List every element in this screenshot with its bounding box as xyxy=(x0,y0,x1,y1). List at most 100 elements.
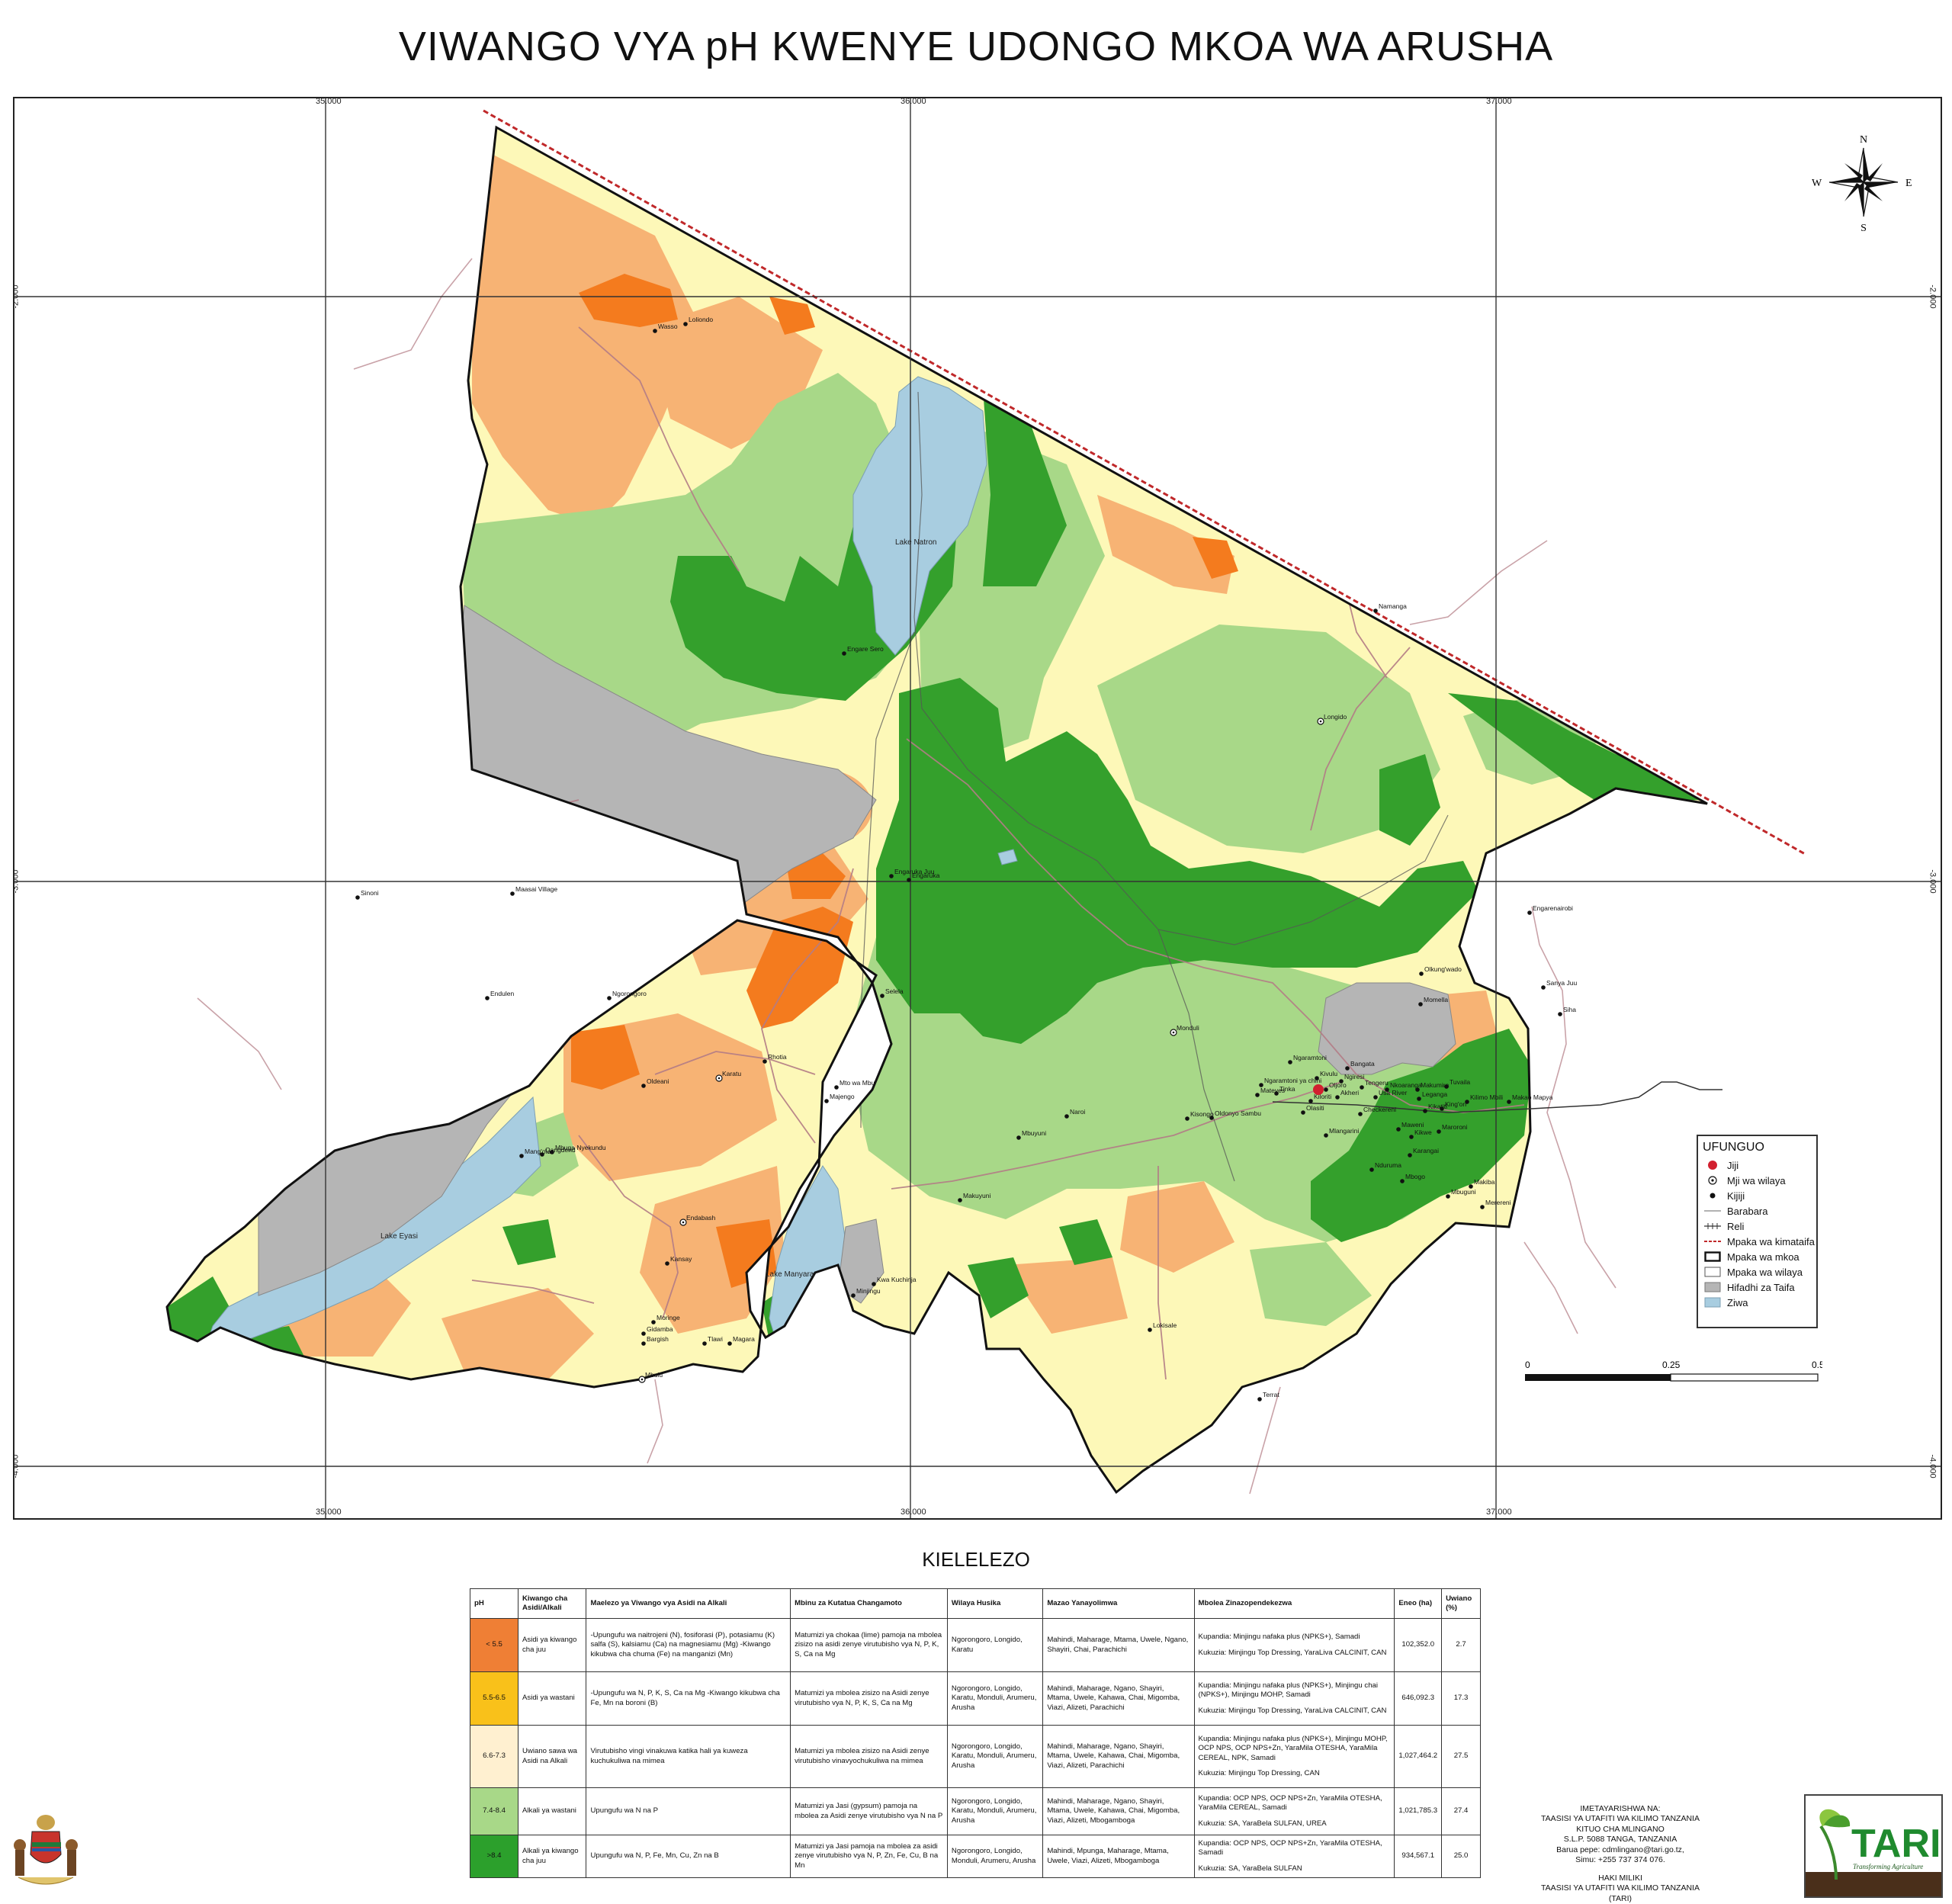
south-letter: S xyxy=(1860,223,1867,234)
village-marker-icon xyxy=(1409,1135,1414,1139)
village-marker-icon xyxy=(1358,1112,1363,1116)
col-level: Kiwango cha Asidi/Alkali xyxy=(517,1588,587,1619)
place-marker: Ngaramtoni ya chini xyxy=(1259,1077,1321,1087)
legend-cell-methods: Matumizi ya mbolea zisizo na Asidi zenye… xyxy=(790,1671,948,1726)
place-label: Tuvaila xyxy=(1450,1078,1470,1086)
place-label: Rhotia xyxy=(768,1053,787,1061)
place-marker: Longido xyxy=(1317,713,1347,725)
legend-cell-description: Upungufu wa N na P xyxy=(586,1787,791,1835)
lake-eyasi-label: Lake Eyasi xyxy=(380,1232,418,1241)
city-marker-icon xyxy=(1313,1084,1324,1095)
place-marker: Mlangarini xyxy=(1324,1127,1359,1138)
village-marker-icon xyxy=(958,1198,962,1202)
place-marker: Endulen xyxy=(485,990,514,1000)
village-marker-icon xyxy=(1527,910,1532,915)
col-description: Maelezo ya Viwango vya Asidi na Alkali xyxy=(586,1588,791,1619)
place-label: Kwa Kuchinja xyxy=(877,1276,917,1283)
place-label: Kikatiti xyxy=(1428,1103,1447,1110)
place-marker: Majengo xyxy=(824,1093,855,1103)
village-marker-icon xyxy=(1415,1087,1420,1092)
legend-cell-methods: Matumizi ya mbolea zisizo na Asidi zenye… xyxy=(790,1725,948,1788)
place-label: King'ori xyxy=(1445,1100,1466,1108)
village-marker-icon xyxy=(1419,971,1424,976)
place-label: Tengeru xyxy=(1365,1079,1389,1087)
village-marker-icon xyxy=(880,994,884,998)
village-marker-icon xyxy=(851,1293,856,1298)
place-label: Olasiti xyxy=(1306,1104,1324,1112)
map-key: UFUNGUO Jiji Mji wa wilaya Kijiji Baraba… xyxy=(1697,1135,1818,1328)
place-marker: Gidamba xyxy=(641,1325,673,1336)
key-item-village: Kijiji xyxy=(1698,1188,1816,1203)
thick-box-icon xyxy=(1704,1251,1721,1262)
place-marker: Engaruka xyxy=(907,872,940,882)
place-label: Namanga xyxy=(1379,602,1407,610)
place-label: Makao Mapya xyxy=(1512,1093,1553,1101)
place-marker: Kwa Kuchinja xyxy=(872,1276,917,1286)
place-marker: Makumira xyxy=(1415,1081,1450,1092)
legend-cell-percent: 27.5 xyxy=(1441,1725,1481,1788)
col-crops: Mazao Yanayolimwa xyxy=(1042,1588,1195,1619)
village-marker-icon xyxy=(1507,1100,1511,1104)
dashed-red-line-icon xyxy=(1704,1236,1721,1247)
place-label: Selela xyxy=(885,987,904,995)
place-marker: Naroi xyxy=(1064,1108,1085,1119)
place-label: Lokisale xyxy=(1153,1321,1177,1329)
place-label: Nduruma xyxy=(1375,1161,1401,1169)
north-arrow: N S E W xyxy=(1812,134,1912,234)
lake-natron-label: Lake Natron xyxy=(895,538,936,547)
place-marker: Mbogo xyxy=(1400,1173,1425,1183)
lat-label-left-2: -3.000 xyxy=(13,869,21,894)
village-marker-icon xyxy=(1480,1205,1485,1209)
place-label: Moringe xyxy=(657,1314,680,1321)
place-label: Akheri xyxy=(1340,1089,1359,1096)
village-marker-icon xyxy=(1558,1012,1562,1016)
place-label: Momella xyxy=(1424,996,1448,1003)
place-marker: Maroroni xyxy=(1437,1123,1468,1134)
lon-label-bottom-3: 37.000 xyxy=(1486,1507,1512,1517)
place-label: Maasai Village xyxy=(515,885,557,893)
place-label: Sanya Juu xyxy=(1546,979,1577,987)
place-label: Mang'ola xyxy=(525,1148,551,1155)
place-label: Bargish xyxy=(647,1335,669,1343)
map-title: VIWANGO VYA pH KWENYE UDONGO MKOA WA ARU… xyxy=(398,24,1554,69)
village-marker-icon xyxy=(641,1331,646,1336)
village-marker-icon xyxy=(1308,1099,1313,1103)
ph-legend-table: pH Kiwango cha Asidi/Alkali Maelezo ya V… xyxy=(470,1588,1481,1878)
legend-cell-districts: Ngorongoro, Longido, Karatu xyxy=(946,1618,1044,1672)
tari-logo: TARI Transforming Agriculture xyxy=(1804,1794,1943,1898)
place-marker: Mbuguni xyxy=(1446,1188,1476,1199)
lon-label-top-1: 35.000 xyxy=(316,97,342,106)
scale-label-end: 0.5 m xyxy=(1812,1360,1822,1370)
key-item-international-border: Mpaka wa kimataifa xyxy=(1698,1234,1816,1249)
place-marker: Rhotia xyxy=(762,1053,787,1064)
lat-label-right-1: -2.000 xyxy=(1928,284,1938,309)
international-border xyxy=(483,109,1807,856)
village-marker-icon xyxy=(1423,1109,1427,1113)
place-label: Wasso xyxy=(658,323,678,330)
place-label: Kiloriti xyxy=(1314,1093,1331,1100)
village-marker-icon xyxy=(1541,985,1546,990)
place-marker: Engaruka Juu xyxy=(889,868,935,878)
ring-dot-icon xyxy=(1704,1175,1721,1186)
village-marker-icon xyxy=(872,1282,876,1286)
village-marker-icon xyxy=(1315,1076,1319,1080)
village-marker-icon xyxy=(842,651,846,656)
village-marker-icon xyxy=(1373,608,1378,613)
place-label: Endabash xyxy=(686,1214,716,1222)
place-label: Tinka xyxy=(1279,1085,1295,1093)
place-marker: Magara xyxy=(727,1335,755,1346)
place-marker: Sanya Juu xyxy=(1541,979,1577,990)
place-marker: Tlawi xyxy=(702,1335,723,1346)
col-fertilizer: Mbolea Zinazopendekezwa xyxy=(1193,1588,1395,1619)
legend-row: >8.4 Alkali ya kiwango cha juu Upungufu wa… xyxy=(470,1835,1481,1878)
legend-cell-fertilizer: Kupandia: Minjingu nafaka plus (NPKS+), … xyxy=(1193,1725,1395,1788)
village-marker-icon xyxy=(1360,1085,1364,1090)
place-label: Makumira xyxy=(1421,1081,1450,1089)
place-label: Longido xyxy=(1324,713,1347,721)
place-label: Mateves xyxy=(1260,1087,1285,1094)
place-label: Nkoaranga xyxy=(1390,1081,1422,1089)
place-label: Kilimo Mbili xyxy=(1470,1093,1503,1101)
legend-cell-crops: Mahindi, Maharage, Ngano, Shayiri, Mtama… xyxy=(1042,1725,1195,1788)
lon-label-top-2: 36.000 xyxy=(901,97,926,106)
logo-text: TARI xyxy=(1851,1822,1941,1866)
